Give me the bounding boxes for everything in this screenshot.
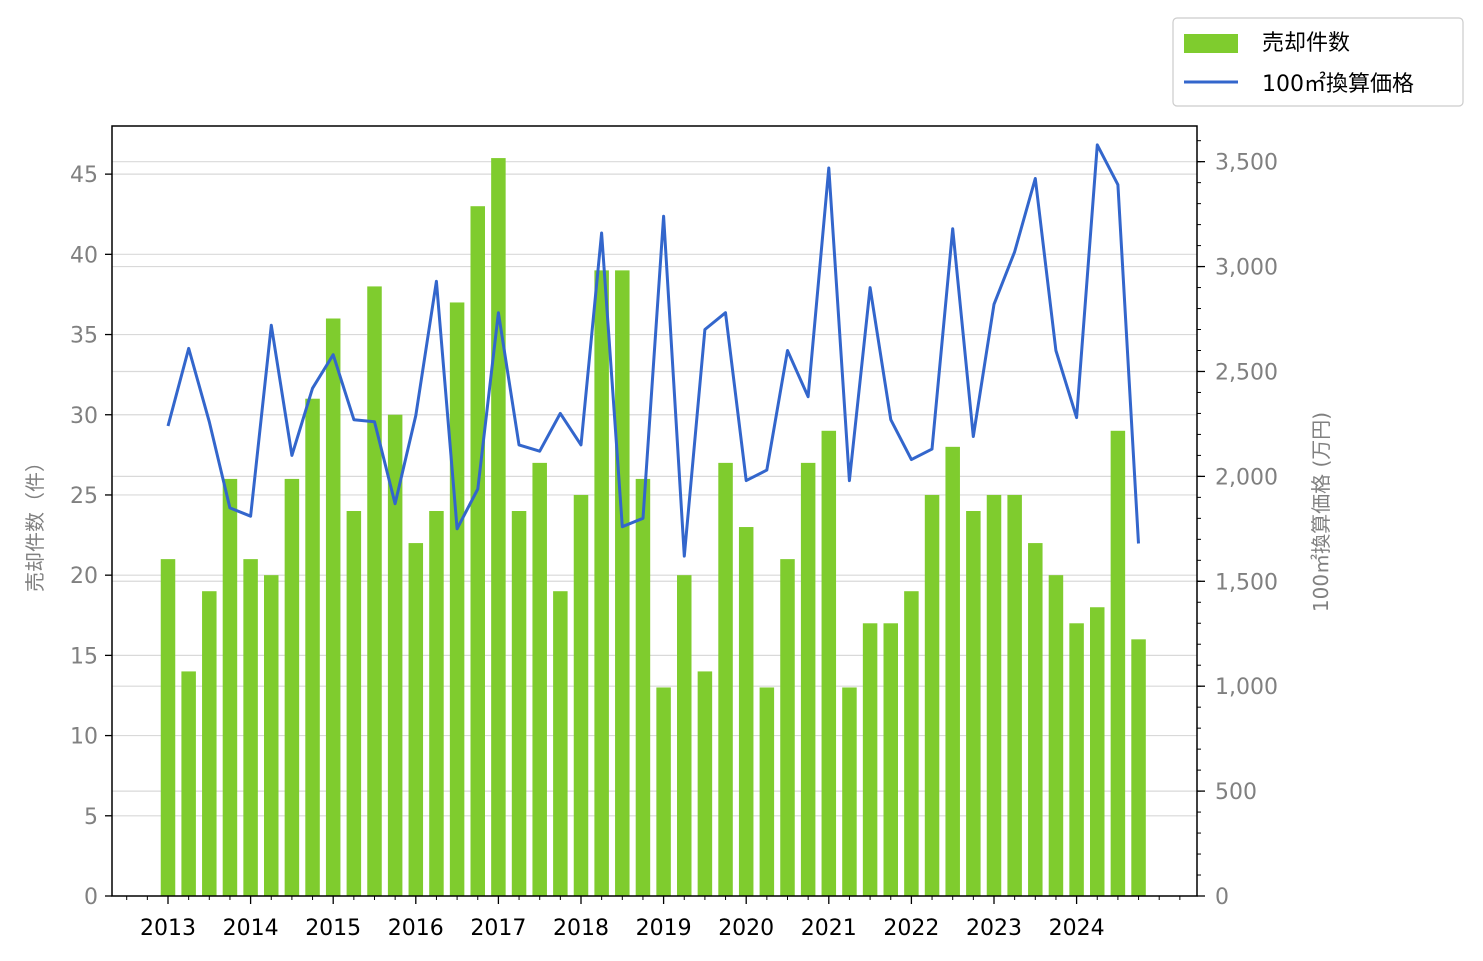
bar [284,478,300,896]
bar [635,478,651,896]
bar [408,543,424,896]
legend-swatch-bars [1184,34,1238,53]
y-right-tick-label: 1,500 [1215,570,1278,595]
bar [532,462,547,896]
bar [1028,543,1043,896]
plot-frame [111,125,1198,897]
bar [305,398,320,896]
bar [966,511,981,896]
legend-label-bars: 売却件数 [1262,31,1350,56]
bar [862,623,878,896]
bar [222,478,238,896]
x-tick-label: 2023 [966,916,1022,941]
bar [1007,494,1022,896]
x-tick-label: 2016 [388,916,444,941]
bar [697,671,713,896]
bar [1090,607,1105,896]
bar [945,446,960,896]
y-left-axis-title: 売却件数（件） [23,452,47,592]
bar [1110,430,1126,896]
bar [986,494,1002,896]
price-line [166,143,1140,558]
x-tick-label: 2021 [801,916,857,941]
bar [181,671,196,896]
y-right-axis-title: 100㎡換算価格 (万円) [1309,412,1333,612]
bar [738,527,754,896]
bar [677,575,692,896]
bar [1131,639,1146,896]
bar [883,623,898,896]
bar [160,559,176,896]
y-left-tick-label: 5 [84,805,98,830]
x-tick-label: 2015 [305,916,361,941]
y-left-tick-label: 40 [70,243,98,268]
x-tick-label: 2019 [636,916,692,941]
bar [718,462,733,896]
bar [842,687,857,896]
bar [429,511,444,896]
bar [759,687,775,896]
bar [1069,623,1084,896]
bar [780,559,795,896]
y-left-tick-label: 10 [70,725,98,750]
y-left-tick-label: 20 [70,564,98,589]
y-right-tick-label: 3,000 [1215,256,1278,281]
y-left-tick-label: 25 [70,484,98,509]
bar [449,302,465,896]
y-right-tick-label: 1,000 [1215,675,1278,700]
legend-box [1172,17,1464,107]
bar [924,494,940,896]
y-right-tick-label: 3,500 [1215,151,1278,176]
bar [573,494,589,896]
bar [821,430,837,896]
y-right-tick-label: 2,000 [1215,465,1278,490]
bar [491,158,506,897]
legend: 売却件数 100㎡換算価格 [1172,17,1464,107]
bar [553,591,568,896]
x-tick-label: 2020 [718,916,774,941]
bar [325,318,341,896]
bar [202,591,217,896]
y-right-tick-label: 500 [1215,780,1257,805]
x-tick-label: 2014 [223,916,279,941]
x-tick-label: 2018 [553,916,609,941]
bar-series [160,158,1146,897]
x-tick-label: 2024 [1049,916,1105,941]
bar [346,511,362,896]
y-right-tick-label: 0 [1215,885,1229,910]
bar [387,414,403,896]
bar [511,511,527,896]
x-tick-label: 2017 [470,916,526,941]
bar [1048,575,1064,896]
y-left-tick-label: 35 [70,324,98,349]
bar [243,559,258,896]
y-left-tick-label: 30 [70,404,98,429]
bar [594,270,609,896]
y-left-tick-label: 15 [70,644,98,669]
bar [904,591,919,896]
y-left-tick-label: 45 [70,163,98,188]
y-left-tick-label: 0 [84,885,98,910]
bar [800,462,816,896]
bar [367,286,382,897]
x-tick-label: 2022 [883,916,939,941]
y-right-tick-label: 2,500 [1215,360,1278,385]
bar [656,687,671,896]
x-tick-label: 2013 [140,916,196,941]
bar [615,270,630,896]
axes: 0 5 10 15 20 25 30 35 40 45 0 500 1,000 1,500 2,000 2,5… [70,140,1278,941]
bar [264,575,279,896]
bar [470,206,485,897]
legend-label-line: 100㎡換算価格 [1262,71,1414,97]
line-series [166,143,1140,558]
